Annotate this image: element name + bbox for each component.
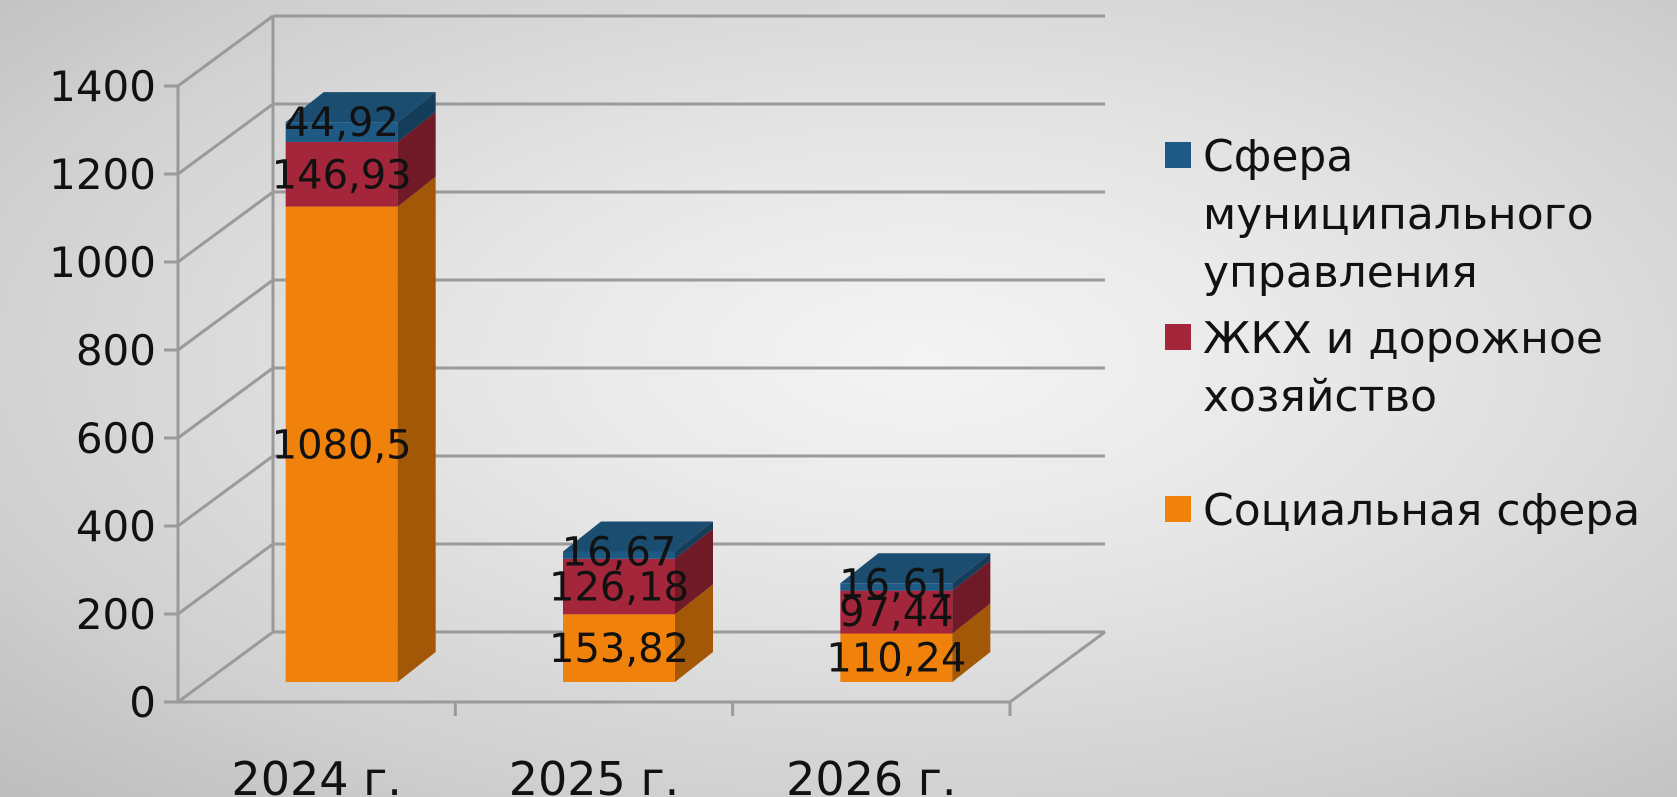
legend-label-housing-roads: ЖКХ и дорожное хозяйство	[1203, 313, 1603, 422]
bar-side-2-1	[952, 560, 991, 634]
legend-label-social: Социальная сфера	[1203, 485, 1641, 536]
wall-diagonal-1200	[177, 102, 274, 176]
data-label-1-0: 153,82	[549, 626, 689, 672]
chart-axes	[164, 16, 1012, 716]
y-tick-label-600: 600	[76, 414, 156, 463]
chart-bars	[285, 92, 991, 682]
data-label-0-1: 146,93	[272, 152, 412, 198]
bar-side-0-2	[397, 92, 436, 142]
data-label-2-0: 110,24	[826, 636, 966, 682]
bar-top-2	[840, 553, 991, 584]
data-label-2-2: 16,61	[839, 561, 954, 607]
y-tick-label-800: 800	[76, 326, 156, 375]
wall-diagonal-400	[177, 454, 274, 528]
wall-diagonal-600	[177, 366, 274, 440]
x-category-label-0: 2024 г.	[231, 752, 401, 797]
bar-top-1	[563, 521, 713, 552]
y-tick-label-200: 200	[76, 590, 156, 639]
wall-diagonal-1000	[177, 190, 274, 264]
data-label-1-1: 126,18	[549, 565, 689, 611]
y-tick-label-0: 0	[129, 678, 156, 727]
legend-swatch-social	[1165, 496, 1191, 522]
bar-front-2-0	[840, 633, 953, 682]
bar-side-0-0	[397, 176, 436, 682]
bar-top-0	[285, 92, 436, 123]
data-label-0-2: 44,92	[284, 100, 399, 146]
bar-front-2-2	[840, 583, 953, 591]
y-tick-label-1000: 1000	[49, 238, 156, 287]
y-tick-label-1400: 1400	[49, 62, 156, 111]
bar-front-0-1	[285, 141, 398, 207]
bar-side-2-0	[952, 603, 991, 682]
wall-diagonal-800	[177, 278, 274, 352]
data-label-0-0: 1080,5	[272, 422, 412, 468]
legend-label-municipal: Сфера муниципального управления	[1203, 131, 1594, 298]
bar-side-1-2	[675, 521, 713, 559]
bar-front-0-2	[285, 122, 398, 142]
bar-front-1-2	[563, 551, 675, 559]
y-tick-label-1200: 1200	[49, 150, 156, 199]
wall-diagonal-1400	[177, 14, 274, 88]
chart-legend: Сфера муниципального управления ЖКХ и до…	[1165, 128, 1665, 540]
legend-item-housing-roads: ЖКХ и дорожное хозяйство	[1165, 310, 1665, 426]
bar-side-0-1	[397, 111, 436, 207]
wall-diagonal-200	[177, 542, 274, 616]
bar-side-1-0	[675, 584, 713, 682]
floor-right-edge	[1009, 630, 1106, 704]
legend-item-municipal: Сфера муниципального управления	[1165, 128, 1665, 302]
bar-front-1-1	[563, 558, 675, 615]
data-label-2-1: 97,44	[839, 590, 954, 636]
x-category-label-2: 2026 г.	[786, 752, 956, 797]
x-category-label-1: 2025 г.	[509, 752, 679, 797]
chart-labels: 0 200 400 600 800 1000 1200 1400 1080,5 146,93 44,…	[49, 62, 966, 797]
bar-side-2-2	[952, 553, 991, 591]
bar-front-0-0	[285, 206, 398, 682]
legend-swatch-housing-roads	[1165, 324, 1191, 350]
bar-front-1-0	[563, 614, 675, 682]
wall-diagonal-0	[177, 630, 274, 704]
bar-side-1-1	[675, 528, 713, 615]
y-tick-label-400: 400	[76, 502, 156, 551]
legend-item-social: Социальная сфера	[1165, 482, 1665, 540]
legend-swatch-municipal	[1165, 142, 1191, 168]
data-label-1-2: 16,67	[562, 529, 677, 575]
bar-front-2-1	[840, 590, 953, 634]
